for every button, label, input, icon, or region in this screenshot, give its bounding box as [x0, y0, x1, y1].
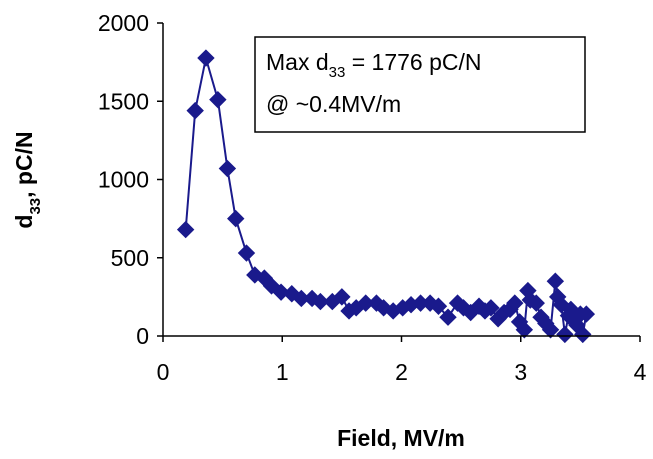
- annotation-line-1-prefix: Max d: [266, 49, 329, 75]
- x-tick-label: 1: [276, 359, 289, 385]
- annotation-line-2: @ ~0.4MV/m: [266, 91, 401, 117]
- data-point: [218, 159, 237, 178]
- y-tick-label: 2000: [98, 10, 149, 36]
- data-point: [237, 244, 256, 262]
- data-point: [527, 294, 545, 312]
- x-tick-label: 0: [157, 359, 170, 385]
- annotation-line-1-subscript: 33: [329, 64, 346, 81]
- data-point: [227, 209, 245, 228]
- data-point: [272, 283, 290, 301]
- y-tick-label: 1000: [98, 167, 149, 193]
- data-point: [515, 321, 534, 339]
- y-tick-label: 1500: [98, 88, 149, 114]
- y-axis-title: d33, pC/N: [11, 131, 44, 228]
- data-point: [541, 321, 560, 339]
- y-axis-title-rest: , pC/N: [11, 131, 37, 197]
- data-point: [176, 220, 195, 239]
- data-point: [186, 101, 204, 120]
- data-point: [482, 299, 500, 317]
- data-point: [197, 49, 215, 67]
- y-axis-title-main: d: [11, 215, 37, 229]
- x-tick-label: 3: [514, 359, 527, 385]
- data-point: [429, 297, 448, 315]
- data-point: [556, 325, 574, 344]
- data-point: [574, 325, 592, 344]
- annotation-box: Max d33 = 1776 pC/N @ ~0.4MV/m: [254, 36, 586, 133]
- data-point: [246, 266, 264, 284]
- data-point: [311, 292, 330, 311]
- y-axis-title-subscript: 33: [27, 198, 44, 215]
- x-tick-label: 4: [634, 359, 647, 385]
- x-tick-label: 2: [395, 359, 408, 385]
- y-tick-label: 500: [111, 245, 149, 271]
- y-tick-labels: 0 500 1000 1500 2000: [98, 10, 149, 349]
- annotation-border: [254, 36, 586, 133]
- data-point: [546, 272, 565, 290]
- annotation-line-1: Max d33 = 1776 pC/N: [266, 49, 482, 81]
- x-axis-title: Field, MV/m: [337, 425, 465, 451]
- y-tick-label: 0: [136, 323, 149, 349]
- x-tick-labels: 0 1 2 3 4: [157, 359, 647, 385]
- axis-ticks: [157, 22, 641, 342]
- data-point: [439, 308, 457, 326]
- data-point: [333, 288, 351, 306]
- annotation-line-1-suffix: = 1776 pC/N: [345, 49, 481, 75]
- data-point: [506, 294, 524, 312]
- data-point: [577, 305, 596, 323]
- data-point: [209, 90, 227, 109]
- data-points: [176, 49, 596, 344]
